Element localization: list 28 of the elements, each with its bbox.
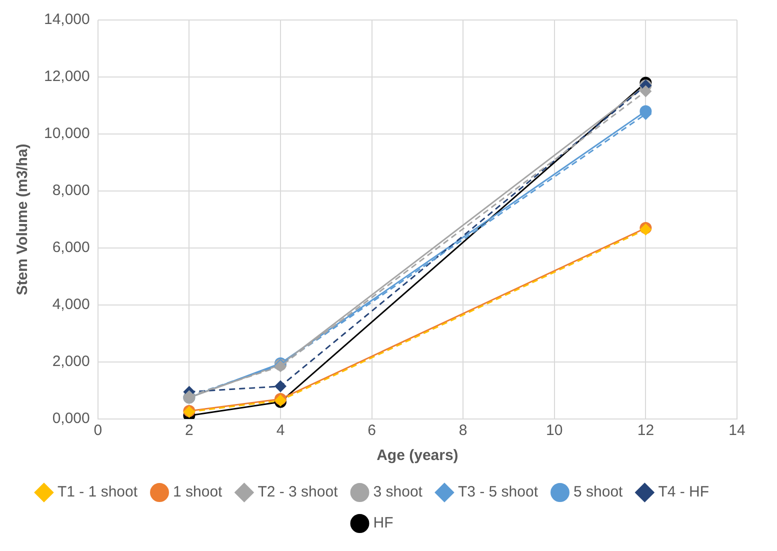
legend-label: 5 shoot (573, 484, 624, 501)
y-tick-label: 0,000 (52, 410, 90, 428)
y-tick-label: 8,000 (52, 182, 90, 200)
x-tick-label: 4 (276, 422, 285, 440)
y-tick-label: 12,000 (44, 68, 90, 86)
legend-label: T1 - 1 shoot (57, 484, 138, 501)
legend-label: T2 - 3 shoot (258, 484, 339, 501)
y-axis-title: Stem Volume (m3/ha) (14, 144, 32, 296)
y-tick-label: 14,000 (44, 11, 90, 28)
y-tick-label: 6,000 (52, 239, 90, 256)
y-tick-label: 4,000 (52, 296, 90, 314)
x-tick-label: 8 (458, 422, 468, 440)
x-tick-label: 14 (728, 422, 746, 440)
x-tick-label: 6 (368, 422, 376, 440)
legend-label: HF (373, 514, 394, 532)
x-tick-label: 2 (185, 422, 194, 440)
legend-label: 3 shoot (373, 484, 424, 501)
x-axis-title: Age (years) (376, 447, 458, 464)
x-tick-label: 12 (637, 422, 654, 440)
x-tick-label: 10 (546, 422, 563, 440)
point (274, 380, 286, 392)
legend-label: 1 shoot (173, 484, 224, 501)
legend-label: T4 - HF (658, 484, 710, 501)
x-tick-label: 0 (94, 422, 102, 440)
point (640, 85, 652, 98)
y-tick-label: 10,000 (44, 125, 90, 142)
legend-label: T3 - 5 shoot (458, 484, 539, 501)
y-tick-label: 2,000 (52, 353, 90, 370)
